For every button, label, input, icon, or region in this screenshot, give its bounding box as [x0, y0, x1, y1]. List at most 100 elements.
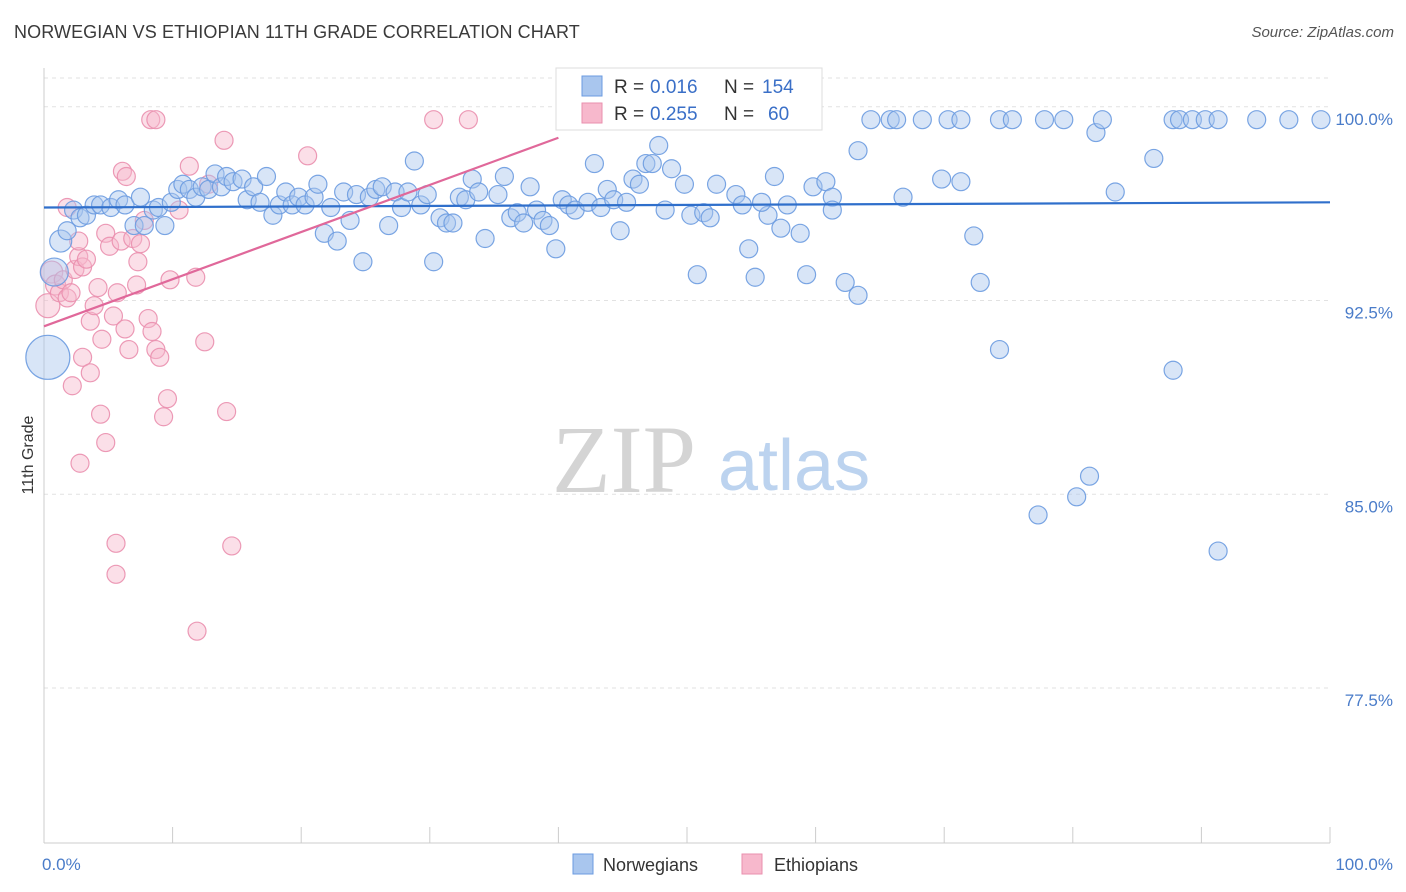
point-norwegians-97	[687, 265, 707, 285]
point-norwegians-123	[1034, 110, 1055, 130]
point-norwegians-44	[327, 231, 347, 251]
point-ethiopians-31	[157, 389, 178, 409]
point-norwegians-128	[1144, 148, 1164, 169]
point-norwegians-143	[848, 141, 868, 161]
point-norwegians-61	[436, 213, 457, 233]
legend-n-value-norwegians: 154	[762, 77, 794, 98]
point-norwegians-19	[168, 179, 188, 200]
point-ethiopians-23	[126, 275, 147, 295]
point-ethiopians-11	[80, 311, 100, 331]
point-ethiopians-46	[146, 110, 166, 130]
grid-layer	[44, 77, 1330, 689]
watermark-zip: ZIP	[552, 406, 696, 513]
point-norwegians-114	[835, 272, 855, 293]
point-norwegians-142	[1208, 541, 1228, 561]
point-norwegians-137	[989, 339, 1010, 360]
point-norwegians-7	[84, 195, 104, 215]
top-legend: R = 0.016 N = 154 R = 0.255 N = 60	[555, 67, 823, 131]
chart-title: NORWEGIAN VS ETHIOPIAN 11TH GRADE CORREL…	[14, 22, 580, 42]
point-norwegians-51	[372, 177, 392, 197]
point-norwegians-1	[39, 257, 69, 287]
point-norwegians-106	[764, 166, 785, 187]
legend-swatch-norwegians	[581, 75, 603, 97]
point-norwegians-62	[443, 213, 463, 233]
point-ethiopians-38	[106, 533, 126, 553]
point-norwegians-150	[893, 187, 913, 207]
point-norwegians-17	[155, 215, 175, 236]
point-norwegians-91	[642, 153, 662, 174]
point-ethiopians-47	[169, 200, 189, 220]
point-norwegians-73	[520, 177, 540, 197]
legend-n-value-ethiopians: 60	[768, 104, 789, 125]
point-norwegians-134	[1247, 110, 1267, 130]
bottom-legend-swatch-norwegians	[572, 853, 594, 875]
watermark: ZIP atlas	[552, 406, 870, 513]
point-norwegians-82	[584, 153, 605, 174]
point-norwegians-149	[751, 192, 772, 212]
point-norwegians-3	[57, 221, 77, 241]
point-norwegians-67	[475, 228, 495, 249]
point-norwegians-109	[790, 223, 810, 243]
point-ethiopians-49	[298, 146, 318, 166]
point-ethiopians-5	[57, 288, 77, 308]
point-norwegians-119	[951, 172, 971, 192]
chart-source: Source: ZipAtlas.com	[1251, 24, 1394, 41]
point-norwegians-10	[108, 190, 129, 210]
point-norwegians-107	[771, 218, 791, 238]
point-norwegians-124	[1054, 110, 1074, 130]
y-axis-label: 11th Grade	[20, 415, 37, 494]
point-ethiopians-30	[153, 407, 174, 427]
axes-layer: 100.0% 92.5% 85.0% 77.5% 0.0% 100.0%	[42, 68, 1393, 874]
point-norwegians-145	[887, 110, 907, 130]
point-norwegians-33	[256, 166, 277, 187]
point-ethiopians-20	[115, 319, 135, 339]
point-ethiopians-54	[128, 252, 148, 272]
point-norwegians-120	[964, 226, 984, 246]
point-norwegians-138	[1028, 505, 1048, 525]
point-norwegians-146	[951, 110, 971, 130]
point-ethiopians-43	[222, 536, 242, 556]
point-norwegians-90	[636, 153, 656, 174]
point-ethiopians-34	[80, 363, 100, 383]
point-norwegians-139	[1067, 487, 1087, 507]
point-ethiopians-21	[119, 339, 139, 360]
point-norwegians-26	[211, 177, 232, 197]
point-norwegians-48	[353, 252, 373, 272]
point-norwegians-95	[674, 174, 695, 194]
point-ethiopians-36	[96, 432, 116, 453]
bottom-legend-label-ethiopians: Ethiopians	[774, 855, 858, 875]
legend-n-label-norwegians: N =	[724, 77, 754, 98]
x-tick-label-1: 100.0%	[1335, 855, 1393, 874]
point-ethiopians-13	[88, 277, 108, 298]
point-norwegians-86	[610, 221, 630, 241]
point-norwegians-41	[308, 174, 328, 194]
point-norwegians-70	[501, 208, 521, 228]
point-norwegians-140	[1079, 466, 1100, 486]
bottom-legend-label-norwegians: Norwegians	[603, 855, 698, 875]
point-norwegians-117	[912, 110, 932, 130]
legend-swatch-ethiopians	[581, 102, 603, 124]
trend-layer	[43, 136, 1331, 328]
point-ethiopians-24	[130, 234, 151, 254]
point-ethiopians-17	[103, 306, 124, 326]
point-norwegians-11	[115, 195, 135, 215]
point-ethiopians-37	[70, 453, 90, 473]
y-tick-label-0: 100.0%	[1335, 110, 1393, 129]
point-norwegians-56	[404, 151, 424, 171]
point-norwegians-76	[539, 215, 559, 236]
point-norwegians-147	[1002, 110, 1022, 130]
point-ethiopians-27	[142, 321, 162, 342]
point-ethiopians-32	[62, 376, 82, 396]
point-norwegians-20	[173, 174, 193, 194]
point-ethiopians-51	[458, 110, 478, 130]
trendline-norwegians	[43, 201, 1331, 209]
point-norwegians-4	[63, 200, 84, 220]
point-norwegians-89	[629, 174, 650, 194]
point-ethiopians-33	[72, 347, 93, 367]
point-ethiopians-41	[195, 332, 215, 352]
bottom-legend-swatch-ethiopians	[741, 853, 763, 875]
point-norwegians-59	[424, 252, 444, 272]
point-norwegians-144	[880, 110, 900, 130]
trendline-ethiopians	[43, 136, 559, 328]
point-norwegians-84	[597, 179, 617, 200]
